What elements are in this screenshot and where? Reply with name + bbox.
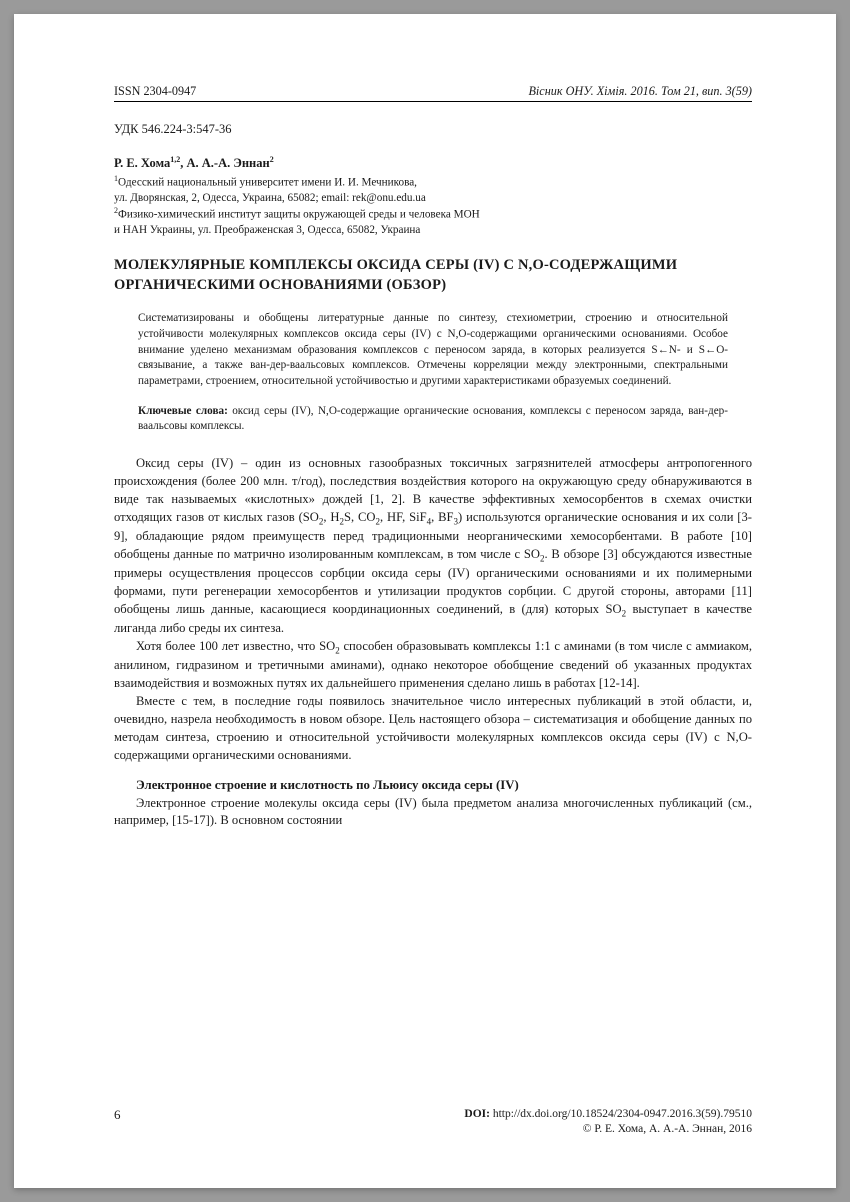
article-title: МОЛЕКУЛЯРНЫЕ КОМПЛЕКСЫ ОКСИДА СЕРЫ (IV) … (114, 256, 752, 295)
authors: Р. Е. Хома1,2, А. А.-А. Эннан2 (114, 155, 752, 171)
page-number: 6 (114, 1107, 121, 1138)
abstract: Систематизированы и обобщены литературны… (138, 311, 728, 389)
doi-label: DOI: (464, 1108, 490, 1120)
paragraph-3: Вместе с тем, в последние годы появилось… (114, 693, 752, 765)
section-heading: Электронное строение и кислотность по Ль… (114, 776, 752, 794)
page-footer: 6 DOI: http://dx.doi.org/10.18524/2304-0… (114, 1107, 752, 1138)
keywords: Ключевые слова: оксид серы (IV), N,O-сод… (138, 404, 728, 435)
journal-ref: Вісник ОНУ. Хімія. 2016. Том 21, вип. 3(… (528, 84, 752, 99)
copyright: © Р. Е. Хома, А. А.-А. Эннан, 2016 (464, 1122, 752, 1138)
doi-value: http://dx.doi.org/10.18524/2304-0947.201… (490, 1108, 752, 1120)
footer-right: DOI: http://dx.doi.org/10.18524/2304-094… (464, 1107, 752, 1138)
affiliations: 1Одесский национальный университет имени… (114, 174, 752, 238)
keywords-label: Ключевые слова: (138, 405, 228, 417)
body-text: Оксид серы (IV) – один из основных газоо… (114, 455, 752, 830)
issn: ISSN 2304-0947 (114, 84, 196, 99)
paragraph-2: Хотя более 100 лет известно, что SO2 спо… (114, 638, 752, 693)
paragraph-4: Электронное строение молекулы оксида сер… (114, 795, 752, 831)
running-header: ISSN 2304-0947 Вісник ОНУ. Хімія. 2016. … (114, 84, 752, 102)
doi-line: DOI: http://dx.doi.org/10.18524/2304-094… (464, 1107, 752, 1123)
paper-page: ISSN 2304-0947 Вісник ОНУ. Хімія. 2016. … (14, 14, 836, 1188)
paragraph-1: Оксид серы (IV) – один из основных газоо… (114, 455, 752, 638)
udk-code: УДК 546.224-3:547-36 (114, 122, 752, 137)
